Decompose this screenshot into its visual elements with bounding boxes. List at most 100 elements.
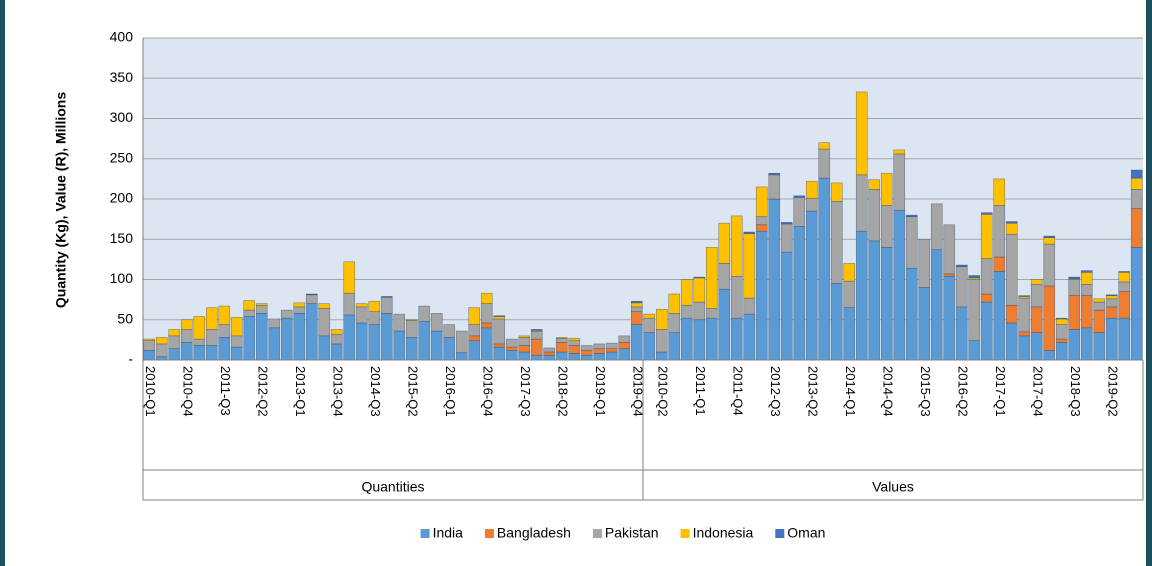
bar-segment — [1105, 317, 1118, 361]
bar-segment — [868, 179, 881, 190]
bar-segment — [343, 314, 356, 361]
bar-segment — [805, 197, 818, 212]
bar-segment — [493, 318, 506, 345]
legend-swatch — [775, 529, 785, 538]
bar-segment — [168, 335, 181, 350]
bar-segment — [518, 335, 531, 338]
bar-segment — [580, 350, 593, 356]
bar-segment — [668, 332, 681, 361]
bar-segment — [1068, 276, 1081, 279]
bar-segment — [618, 348, 631, 361]
x-tick-label: 2019-Q1 — [593, 366, 608, 417]
bar-segment — [755, 186, 768, 218]
x-tick-label: 2014-Q4 — [880, 366, 895, 417]
bar-segment — [905, 214, 918, 218]
x-tick-label: 2012-Q3 — [768, 366, 783, 417]
bar-segment — [318, 335, 331, 361]
bar-segment — [1130, 177, 1143, 190]
bar-segment — [618, 341, 631, 350]
bar-segment — [880, 172, 893, 206]
bar-segment — [868, 189, 881, 242]
y-tick-label: - — [128, 351, 133, 367]
bar-segment — [668, 313, 681, 333]
bar-segment — [968, 279, 981, 341]
bar-segment — [918, 238, 931, 288]
bar-segment — [393, 330, 406, 361]
bar-segment — [1105, 295, 1118, 300]
bar-segment — [830, 283, 843, 361]
bar-segment — [1043, 350, 1056, 361]
bar-segment — [355, 306, 368, 324]
bar-segment — [805, 180, 818, 199]
bar-segment — [943, 275, 956, 361]
bar-segment — [418, 305, 431, 322]
bar-segment — [205, 307, 218, 330]
legend-swatch — [592, 529, 602, 538]
bar-segment — [1068, 295, 1081, 330]
x-tick-label: 2010-Q2 — [655, 366, 670, 417]
bar-segment — [455, 330, 468, 354]
bar-segment — [568, 340, 581, 346]
bar-segment — [530, 338, 543, 356]
bar-segment — [893, 209, 906, 361]
bar-segment — [705, 247, 718, 309]
bar-segment — [530, 329, 543, 331]
bar-segment — [680, 317, 693, 361]
legend-label: Bangladesh — [497, 525, 571, 541]
bar-segment — [1080, 284, 1093, 296]
bar-segment — [480, 322, 493, 329]
bar-segment — [593, 353, 606, 361]
bar-segment — [293, 306, 306, 314]
bar-segment — [768, 198, 781, 361]
bar-segment — [593, 348, 606, 354]
x-tick-label: 2017-Q3 — [518, 366, 533, 417]
bar-segment — [193, 316, 206, 340]
bar-segment — [993, 205, 1006, 258]
x-tick-label: 2015-Q2 — [405, 366, 420, 417]
bar-segment — [180, 319, 193, 330]
bar-segment — [1093, 309, 1106, 333]
bar-segment — [1018, 295, 1031, 297]
bar-segment — [468, 335, 481, 341]
x-tick-label: 2010-Q1 — [143, 366, 158, 417]
bar-segment — [980, 301, 993, 361]
bar-segment — [280, 309, 293, 319]
bar-segment — [1118, 281, 1131, 292]
bar-segment — [318, 303, 331, 309]
bar-segment — [1080, 271, 1093, 285]
bar-segment — [730, 317, 743, 361]
bar-segment — [493, 316, 506, 320]
bar-segment — [268, 318, 281, 329]
bar-segment — [580, 354, 593, 361]
bar-segment — [830, 201, 843, 284]
bar-segment — [693, 277, 706, 303]
bar-segment — [543, 347, 556, 353]
x-tick-label: 2018-Q2 — [555, 366, 570, 417]
y-tick-label: 300 — [110, 109, 134, 125]
x-tick-label: 2014-Q3 — [368, 366, 383, 417]
bar-segment — [230, 335, 243, 348]
bar-segment — [693, 276, 706, 279]
bar-segment — [618, 335, 631, 343]
bar-segment — [943, 273, 956, 277]
bar-segment — [755, 216, 768, 226]
bar-segment — [1105, 298, 1118, 308]
bar-segment — [780, 222, 793, 225]
bar-segment — [1130, 208, 1143, 248]
bar-segment — [955, 264, 968, 267]
bar-segment — [493, 346, 506, 361]
bar-segment — [1030, 306, 1043, 333]
legend-label: India — [433, 525, 464, 541]
bar-segment — [1130, 189, 1143, 209]
bar-segment — [1005, 304, 1018, 324]
bar-segment — [280, 317, 293, 361]
bar-segment — [793, 197, 806, 227]
bar-segment — [555, 351, 568, 361]
bar-segment — [543, 351, 556, 356]
bar-segment — [830, 182, 843, 202]
bar-segment — [1055, 341, 1068, 361]
bar-segment — [530, 330, 543, 340]
bar-segment — [718, 222, 731, 264]
bar-segment — [143, 338, 156, 341]
bar-segment — [743, 297, 756, 315]
